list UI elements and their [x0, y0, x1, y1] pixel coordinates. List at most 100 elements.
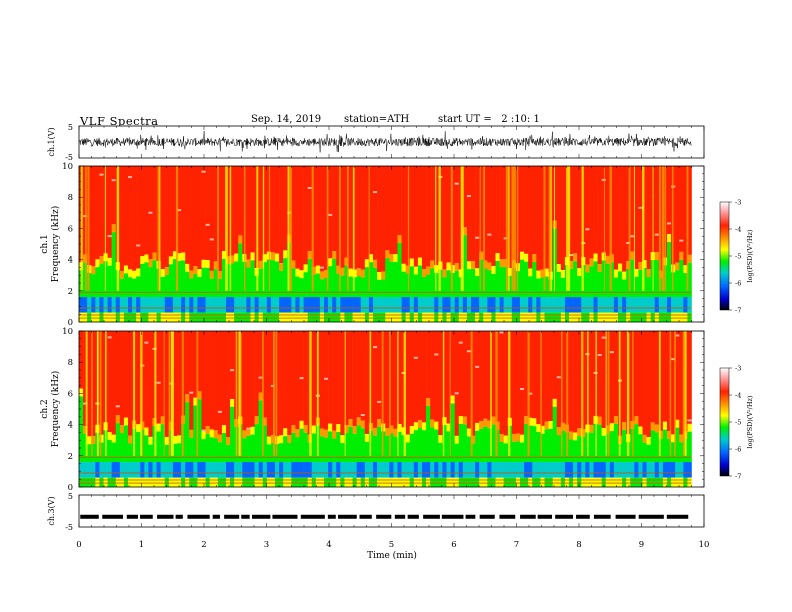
ch3-trace-segment [272, 514, 298, 519]
spectrogram-cell [373, 166, 378, 260]
spectrogram-cell [299, 331, 304, 421]
spectrogram-cell [487, 312, 492, 322]
spectrogram-narrowband-line [79, 472, 692, 474]
spectrogram-cell [581, 477, 586, 487]
spectrogram-cell [532, 426, 537, 463]
spectrogram-cell [442, 417, 447, 425]
spectrogram-cell [417, 265, 423, 298]
spectrogram-cell [409, 312, 415, 322]
spectrogram-cell [540, 433, 545, 463]
spectrogram-cell [503, 297, 509, 313]
spectrogram-cell [462, 166, 468, 228]
spectrogram-cell [413, 462, 419, 478]
spectrogram-streak [581, 331, 584, 456]
spectrogram-cell [258, 166, 264, 261]
colorbar-tick-label: -3 [735, 199, 741, 207]
spectrogram-cell [634, 416, 639, 425]
spectrogram-cell [654, 331, 660, 425]
spectrogram-cell [295, 437, 300, 463]
spectrogram-cell [503, 312, 509, 322]
spectrogram-cell [548, 312, 553, 322]
spectrogram-cell [91, 274, 96, 298]
spectrogram-cell [197, 462, 202, 478]
spectrogram-cell [193, 477, 198, 487]
spectrogram-cell [307, 251, 313, 259]
spectrogram-cell [638, 426, 643, 435]
spectrogram-cell [585, 462, 590, 478]
spectrogram-cell [328, 462, 333, 478]
spectrogram-cell [560, 270, 566, 278]
spectrogram-cell [368, 166, 374, 255]
spectrogram-cell [201, 297, 206, 313]
spectrogram-cell [528, 462, 533, 478]
spectrogram-cell [511, 433, 517, 442]
spectrogram-cell [589, 258, 594, 267]
spectrogram-cell [295, 297, 300, 313]
spectrogram-cell [589, 312, 594, 322]
spectrogram-cell [197, 391, 202, 400]
spectrogram-cell [613, 416, 619, 424]
spectrogram-cell [364, 477, 370, 487]
spectrogram-cell [471, 331, 476, 436]
spectrogram-cell [524, 462, 529, 478]
spectrogram-cell [577, 428, 582, 437]
spectrogram-cell [373, 462, 378, 478]
spectrogram-cell [442, 312, 447, 322]
spectrogram-cell [197, 331, 202, 392]
spectrogram-cell [491, 416, 496, 425]
spectrogram-cell [560, 277, 566, 298]
spectrogram-cell [658, 166, 664, 271]
spectrogram-cell [605, 462, 611, 478]
spectrogram-cell [299, 278, 304, 298]
spectrogram-streak [87, 166, 90, 291]
spectrogram-cell [368, 477, 374, 487]
spectrogram-cell [144, 262, 149, 298]
spectrogram-cell [687, 477, 692, 487]
spectrogram-cell [475, 422, 480, 431]
spectrogram-cell [246, 477, 251, 487]
spectrogram-cell [430, 427, 435, 463]
spectrogram-cell [654, 260, 660, 298]
spectrogram-cell [262, 297, 268, 313]
spectrogram-cell [638, 434, 643, 463]
spectrogram-cell [671, 477, 676, 487]
y-tick-label: 6 [68, 389, 73, 399]
spectrogram-cell [205, 166, 210, 260]
spectrogram-cell [328, 331, 333, 424]
colorbar-tick-label: -5 [735, 253, 741, 261]
spectrogram-cell [348, 268, 353, 277]
ch3-trace-segment [140, 514, 153, 519]
spectrogram-cell [181, 252, 186, 261]
spectrogram-cell [426, 462, 431, 478]
spectrogram-cell [450, 462, 455, 478]
spectrogram-cell [319, 462, 325, 478]
spectrogram-cell [630, 312, 635, 322]
spectrogram-cell [303, 424, 308, 433]
spectrogram-cell [99, 312, 104, 322]
spectrogram-cell [279, 312, 284, 322]
spectrogram-cell [340, 435, 345, 444]
spectrogram-cell [613, 331, 619, 417]
spectrogram-cell [597, 166, 602, 265]
spectrogram-streak [407, 166, 410, 291]
spectrogram-cell [319, 279, 325, 298]
spectrogram-cell [205, 259, 210, 268]
spectrogram-streak [154, 331, 157, 456]
spectrogram-cell [589, 331, 594, 425]
spectrogram-cell [111, 477, 117, 487]
spectrogram-streak [661, 166, 665, 291]
spectrogram-cell [217, 312, 223, 322]
spectrogram-cell [87, 297, 92, 313]
spectrogram-cell [671, 358, 676, 361]
spectrogram-cell [160, 166, 166, 270]
spectrogram-cell [177, 462, 182, 478]
spectrogram-cell [119, 297, 125, 313]
spectrogram-cell [217, 410, 223, 413]
spectrogram-cell [254, 312, 259, 322]
spectrogram-cell [618, 462, 623, 478]
spectrogram-cell [499, 434, 504, 442]
spectrogram-cell [324, 377, 329, 380]
spectrogram-cell [524, 331, 529, 417]
spectrogram-cell [111, 442, 117, 463]
spectrogram-cell [91, 331, 96, 437]
